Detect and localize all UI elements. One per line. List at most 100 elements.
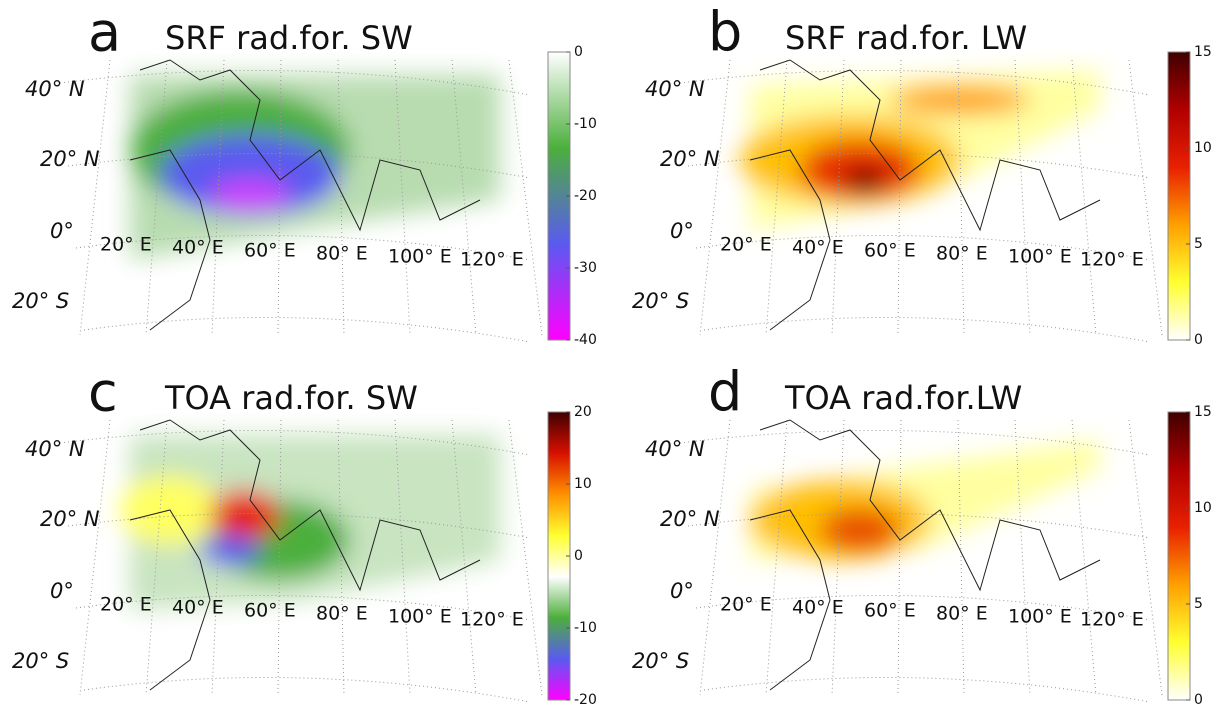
lat-label: 0° — [50, 579, 74, 603]
colorbar-tick-label: 0 — [1194, 332, 1203, 348]
colorbar-tick-label: 5 — [1194, 596, 1203, 612]
panel-title: TOA rad.for. SW — [164, 379, 418, 417]
parallel — [703, 317, 1151, 343]
lon-label: 20° E — [720, 594, 772, 616]
colorbar-tick-label: 0 — [574, 44, 583, 60]
parallel — [67, 513, 531, 539]
parallel — [679, 430, 1151, 456]
parallel — [695, 595, 1151, 621]
coastline — [129, 509, 211, 691]
lon-label: 100° E — [388, 246, 452, 268]
lon-label: 60° E — [864, 600, 916, 622]
colorbar-tick-label: 10 — [1194, 140, 1212, 156]
colorbar-tick-label: -10 — [574, 620, 597, 636]
lon-label: 40° E — [172, 597, 224, 619]
lat-label: 20° N — [40, 507, 100, 531]
colorbar-tick-label: -30 — [574, 260, 597, 276]
coastline — [759, 59, 1101, 232]
colorbar-tick-label: -20 — [574, 188, 597, 204]
meridian — [699, 59, 731, 336]
parallel — [59, 70, 531, 96]
colorbar-tick-label: 0 — [1194, 692, 1203, 708]
lat-label: 40° N — [25, 77, 85, 101]
panel-letter: b — [708, 1, 742, 64]
panel: d TOA rad.for.LW 40° N 20° N 0° 20° S 20° E 40°… — [632, 361, 1212, 708]
parallel — [703, 677, 1151, 703]
colorbar — [1167, 411, 1191, 701]
lat-label: 0° — [50, 219, 74, 243]
field-area — [160, 135, 340, 215]
parallel — [59, 430, 531, 456]
lon-label: 120° E — [1080, 609, 1144, 631]
lat-label: 0° — [670, 219, 694, 243]
meridian — [699, 419, 731, 696]
lat-label: 20° N — [660, 507, 720, 531]
lon-label: 100° E — [1008, 246, 1072, 268]
colorbar — [1167, 51, 1191, 341]
coastline — [139, 419, 481, 592]
lon-label: 120° E — [460, 609, 524, 631]
lon-label: 100° E — [1008, 606, 1072, 628]
parallel — [687, 513, 1151, 539]
panel-title: TOA rad.for.LW — [784, 379, 1022, 417]
field-area — [210, 490, 280, 540]
lon-label: 40° E — [792, 237, 844, 259]
lon-label: 60° E — [864, 240, 916, 262]
panel-letter: a — [88, 1, 121, 64]
colorbar-tick-label: -20 — [574, 692, 597, 708]
lat-label: 20° N — [660, 147, 720, 171]
lon-label: 80° E — [316, 243, 368, 265]
meridian — [79, 59, 111, 336]
lat-label: 20° S — [632, 649, 689, 673]
lat-label: 0° — [670, 579, 694, 603]
map-field — [740, 70, 1100, 230]
colorbar-tick-label: 15 — [1194, 404, 1212, 420]
lon-label: 40° E — [172, 237, 224, 259]
lon-label: 120° E — [460, 249, 524, 271]
lon-label: 80° E — [936, 243, 988, 265]
lon-label: 60° E — [244, 600, 296, 622]
lon-label: 20° E — [100, 234, 152, 256]
panel-letter: d — [708, 361, 742, 424]
parallel — [83, 677, 531, 703]
lat-label: 40° N — [25, 437, 85, 461]
colorbar-tick-label: 15 — [1194, 44, 1212, 60]
panel: a SRF rad.for. SW 40° N 20° N 0° 20° S 20° E 40… — [12, 1, 597, 348]
colorbar-tick-label: 0 — [574, 548, 583, 564]
lon-label: 40° E — [792, 597, 844, 619]
lat-label: 40° N — [645, 77, 705, 101]
meridian — [508, 419, 543, 696]
panel-letter: c — [88, 361, 118, 424]
colorbar-tick-label: -10 — [574, 116, 597, 132]
lat-label: 20° S — [12, 289, 69, 313]
parallel — [695, 235, 1151, 261]
meridian — [508, 59, 543, 336]
meridian — [1128, 59, 1163, 336]
lat-label: 20° N — [40, 147, 100, 171]
field-area — [890, 85, 1030, 115]
parallel — [75, 595, 531, 621]
coastline — [749, 149, 831, 331]
map-field — [130, 75, 500, 260]
coastline — [139, 59, 481, 232]
parallel — [75, 235, 531, 261]
lon-label: 60° E — [244, 240, 296, 262]
colorbar-tick-label: -40 — [574, 332, 597, 348]
colorbar-tick-label: 10 — [1194, 500, 1212, 516]
lon-label: 20° E — [720, 234, 772, 256]
field-area — [200, 535, 260, 565]
lon-label: 80° E — [316, 603, 368, 625]
map-field — [120, 435, 500, 610]
lat-label: 40° N — [645, 437, 705, 461]
lon-label: 100° E — [388, 606, 452, 628]
colorbar-tick-label: 10 — [574, 476, 592, 492]
parallel — [687, 153, 1151, 179]
colorbar-tick-label: 20 — [574, 404, 592, 420]
field-area — [845, 168, 885, 192]
field-area — [210, 180, 290, 210]
colorbar-tick-label: 5 — [1194, 236, 1203, 252]
coastline — [129, 149, 211, 331]
panel-title: SRF rad.for. LW — [785, 19, 1027, 57]
parallel — [679, 70, 1151, 96]
